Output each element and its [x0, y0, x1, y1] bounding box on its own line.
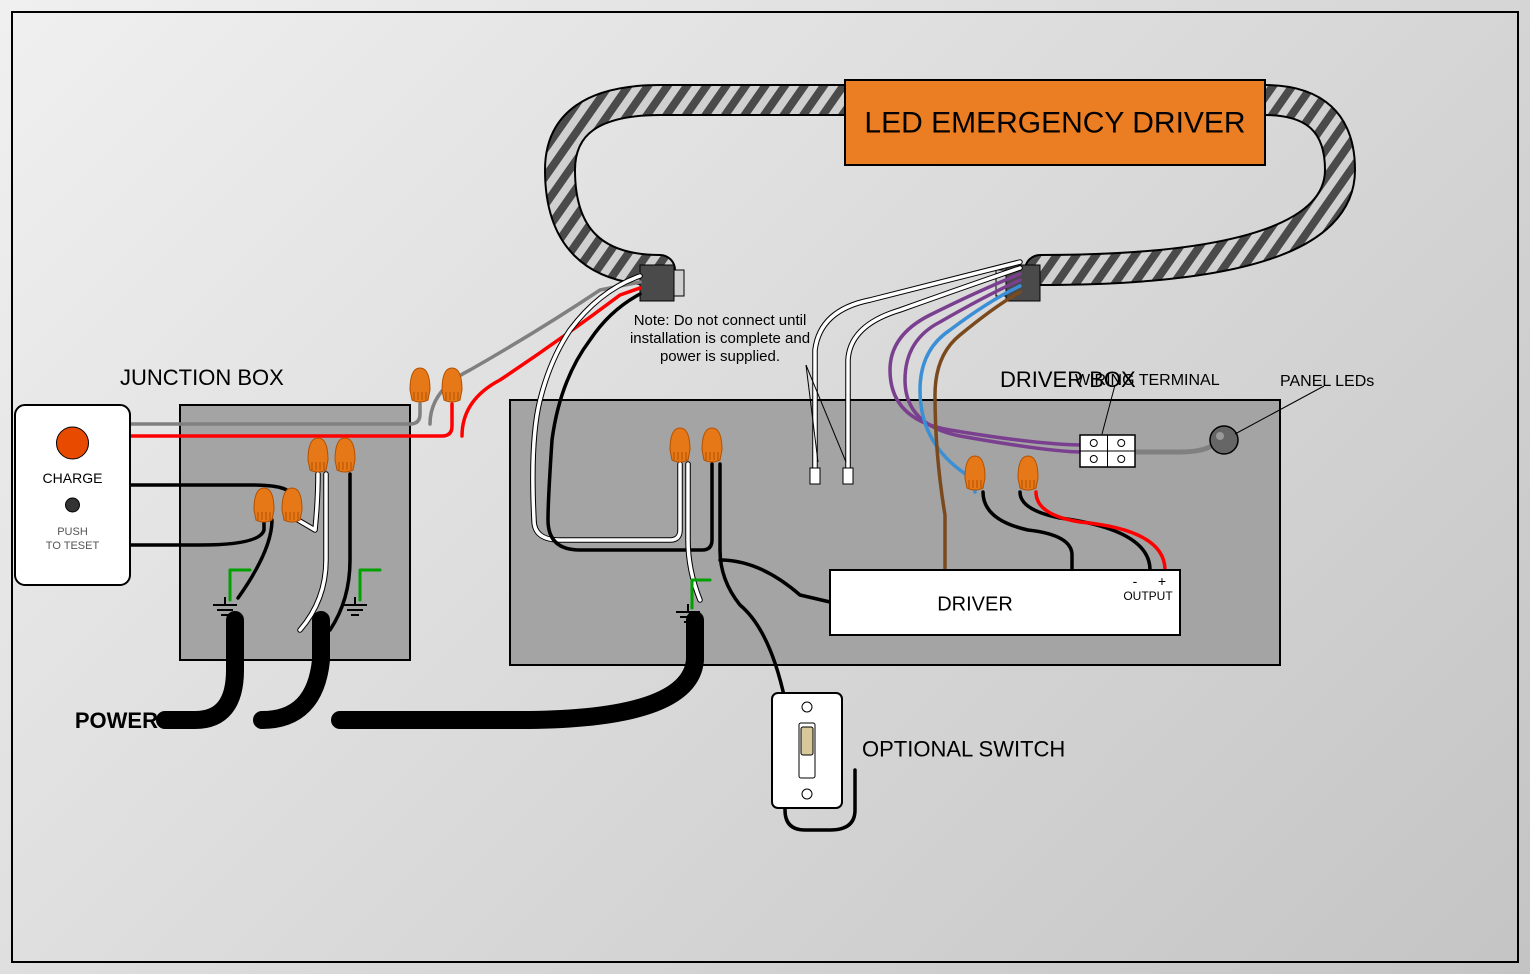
- wiring-diagram: { "canvas": { "w": 1530, "h": 974 }, "co…: [0, 0, 1530, 974]
- svg-text:-: -: [1133, 573, 1138, 589]
- svg-text:OUTPUT: OUTPUT: [1123, 589, 1173, 603]
- svg-text:WIRING TERMINAL: WIRING TERMINAL: [1075, 372, 1220, 389]
- svg-text:DRIVER: DRIVER: [937, 594, 1013, 616]
- svg-text:POWER: POWER: [75, 708, 158, 733]
- svg-text:OPTIONAL SWITCH: OPTIONAL SWITCH: [862, 737, 1065, 762]
- svg-text:Note: Do not connect until: Note: Do not connect until: [634, 312, 807, 329]
- svg-text:TO TESET: TO TESET: [46, 540, 100, 552]
- svg-text:+: +: [1158, 573, 1166, 589]
- svg-text:installation is complete and: installation is complete and: [630, 330, 810, 347]
- svg-text:JUNCTION BOX: JUNCTION BOX: [120, 365, 284, 390]
- svg-text:PUSH: PUSH: [57, 526, 88, 538]
- diagram-svg: LED EMERGENCY DRIVERJUNCTION BOXDRIVER B…: [0, 0, 1530, 974]
- svg-text:LED EMERGENCY DRIVER: LED EMERGENCY DRIVER: [864, 107, 1245, 140]
- svg-text:power is supplied.: power is supplied.: [660, 348, 780, 365]
- svg-text:PANEL LEDs: PANEL LEDs: [1280, 373, 1374, 390]
- svg-text:CHARGE: CHARGE: [43, 470, 103, 486]
